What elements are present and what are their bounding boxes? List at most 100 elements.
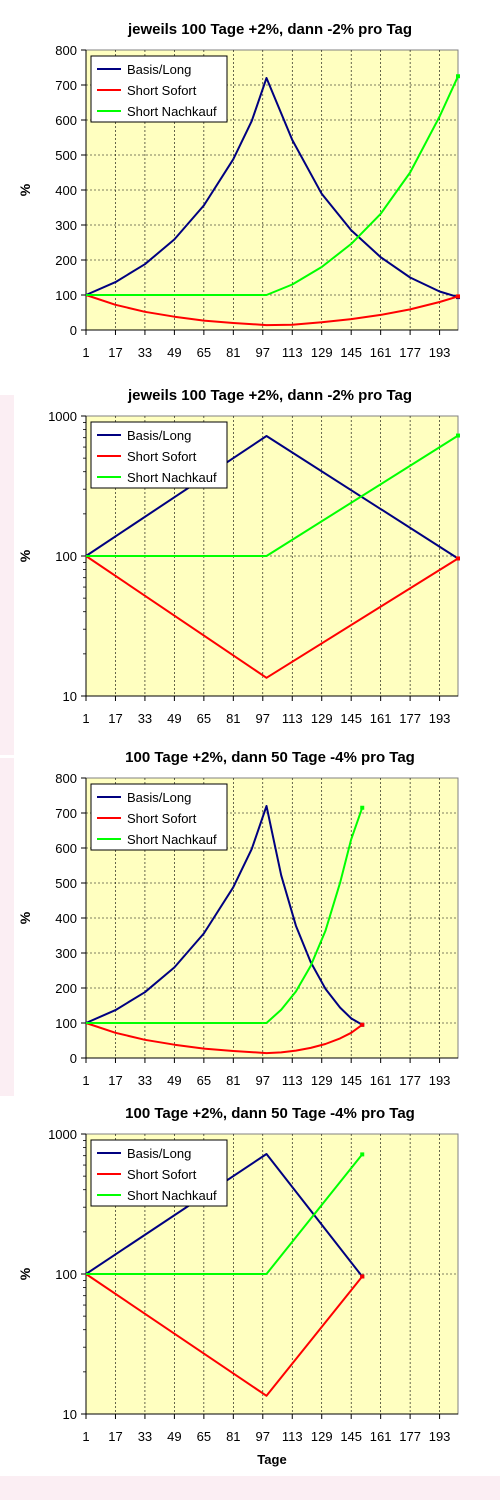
bottom-strip: [0, 1476, 500, 1500]
series-line-basis-long: [85, 805, 363, 1026]
series-end-marker: [360, 1152, 365, 1157]
x-tick-label: 81: [226, 1073, 240, 1088]
x-tick-label: 1: [82, 1429, 89, 1444]
x-tick-label: 193: [429, 1073, 451, 1088]
y-tick-label: 100: [55, 549, 77, 564]
y-tick-label: 800: [55, 771, 77, 786]
x-tick-label: 49: [167, 711, 181, 726]
legend-entry: Short Sofort: [127, 83, 197, 98]
x-tick-label: 33: [138, 1073, 152, 1088]
x-tick-label: 129: [311, 345, 333, 360]
x-tick-label: 1: [82, 345, 89, 360]
x-tick-label: 17: [108, 711, 122, 726]
y-tick-label: 800: [55, 43, 77, 58]
series-line-basis-long: [85, 1153, 363, 1278]
series-line-short-nachkauf: [86, 75, 459, 296]
y-tick-label: 600: [55, 841, 77, 856]
legend-entry: Short Nachkauf: [127, 1188, 217, 1203]
x-tick-label: 33: [138, 345, 152, 360]
x-tick-label: 145: [340, 345, 362, 360]
x-tick-label: 17: [108, 1073, 122, 1088]
y-tick-label: 10: [63, 689, 77, 704]
y-tick-label: 1000: [48, 409, 77, 424]
x-tick-label: 129: [311, 1429, 333, 1444]
x-tick-label: 145: [340, 1073, 362, 1088]
x-tick-label: 97: [256, 1429, 270, 1444]
x-tick-label: 145: [340, 1429, 362, 1444]
series-end-marker: [456, 433, 460, 438]
y-tick-label: 100: [55, 288, 77, 303]
x-tick-label: 161: [370, 1429, 392, 1444]
legend-entry: Short Sofort: [127, 1167, 197, 1182]
x-tick-label: 33: [138, 711, 152, 726]
y-tick-label: 0: [70, 323, 77, 338]
side-strip: [0, 758, 14, 1096]
x-tick-label: 177: [399, 1073, 421, 1088]
x-tick-label: 177: [399, 345, 421, 360]
series-end-marker: [360, 1022, 365, 1027]
x-tick-label: 161: [370, 711, 392, 726]
y-axis-label: %: [17, 911, 33, 924]
x-tick-label: 113: [282, 345, 303, 360]
x-tick-label: 161: [370, 1073, 392, 1088]
x-tick-label: 193: [429, 1429, 451, 1444]
legend-entry: Basis/Long: [127, 790, 191, 805]
legend-entry: Basis/Long: [127, 428, 191, 443]
series-line-basis-long: [85, 435, 459, 560]
legend-entry: Short Nachkauf: [127, 470, 217, 485]
series-end-marker: [456, 294, 460, 299]
y-tick-label: 10: [63, 1407, 77, 1422]
x-tick-label: 145: [340, 711, 362, 726]
x-tick-label: 97: [256, 1073, 270, 1088]
chart-title: 100 Tage +2%, dann 50 Tage -4% pro Tag: [125, 749, 415, 766]
legend-entry: Short Nachkauf: [127, 104, 217, 119]
legend-entry: Short Sofort: [127, 449, 197, 464]
series-end-marker: [360, 1274, 365, 1279]
y-axis-label: %: [17, 183, 33, 196]
x-tick-label: 97: [256, 711, 270, 726]
y-axis-label: %: [17, 1267, 33, 1280]
x-tick-label: 65: [197, 1429, 211, 1444]
y-tick-label: 100: [55, 1267, 77, 1282]
legend-entry: Basis/Long: [127, 62, 191, 77]
y-tick-label: 700: [55, 806, 77, 821]
series-line-short-sofort: [85, 294, 459, 327]
x-tick-label: 1: [82, 711, 89, 726]
x-tick-label: 49: [167, 345, 181, 360]
legend-entry: Basis/Long: [127, 1146, 191, 1161]
series-end-marker: [360, 805, 365, 810]
x-tick-label: 97: [256, 345, 270, 360]
series-line-short-nachkauf: [86, 434, 459, 557]
y-tick-label: 700: [55, 78, 77, 93]
series-end-marker: [456, 74, 460, 79]
legend-entry: Short Nachkauf: [127, 832, 217, 847]
y-tick-label: 600: [55, 113, 77, 128]
x-tick-label: 113: [282, 1073, 303, 1088]
y-tick-label: 1000: [48, 1127, 77, 1142]
x-tick-label: 81: [226, 345, 240, 360]
x-tick-label: 65: [197, 1073, 211, 1088]
chart-title: jeweils 100 Tage +2%, dann -2% pro Tag: [127, 387, 412, 404]
series-line-short-sofort: [85, 1273, 363, 1397]
series-line-short-nachkauf: [86, 807, 364, 1024]
x-tick-label: 17: [108, 1429, 122, 1444]
y-tick-label: 300: [55, 946, 77, 961]
series-line-short-sofort: [85, 555, 459, 679]
y-tick-label: 500: [55, 148, 77, 163]
y-tick-label: 400: [55, 183, 77, 198]
y-tick-label: 400: [55, 911, 77, 926]
x-tick-label: 129: [311, 711, 333, 726]
series-line-short-nachkauf: [86, 1153, 363, 1275]
x-tick-label: 193: [429, 345, 451, 360]
y-tick-label: 300: [55, 218, 77, 233]
series-line-basis-long: [85, 77, 459, 299]
y-tick-label: 200: [55, 981, 77, 996]
x-tick-label: 65: [197, 711, 211, 726]
x-tick-label: 161: [370, 345, 392, 360]
x-tick-label: 113: [282, 1429, 303, 1444]
x-tick-label: 65: [197, 345, 211, 360]
legend-entry: Short Sofort: [127, 811, 197, 826]
x-tick-label: 49: [167, 1073, 181, 1088]
